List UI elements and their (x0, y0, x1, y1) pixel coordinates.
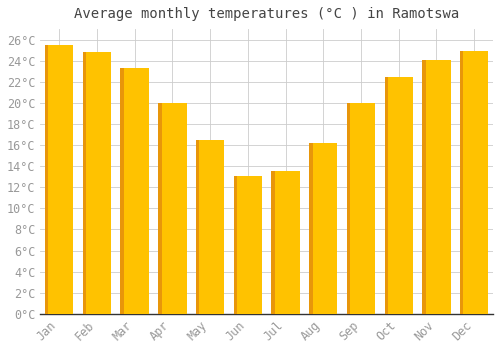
Bar (272, 172, 299, 314)
Bar (158, 103, 186, 314)
Bar (460, 51, 488, 314)
Bar (120, 68, 149, 314)
Bar (347, 103, 350, 314)
Bar (309, 143, 312, 314)
Bar (422, 60, 426, 314)
Bar (384, 77, 388, 314)
Bar (309, 143, 338, 314)
Bar (45, 45, 48, 314)
Bar (234, 176, 237, 314)
Bar (460, 51, 464, 314)
Title: Average monthly temperatures (°C ) in Ramotswa: Average monthly temperatures (°C ) in Ra… (74, 7, 460, 21)
Bar (196, 140, 224, 314)
Bar (422, 60, 450, 314)
Bar (45, 45, 74, 314)
Bar (83, 52, 86, 314)
Bar (196, 140, 200, 314)
Bar (158, 103, 162, 314)
Bar (83, 52, 111, 314)
Bar (272, 172, 275, 314)
Bar (347, 103, 375, 314)
Bar (120, 68, 124, 314)
Bar (234, 176, 262, 314)
Bar (384, 77, 413, 314)
